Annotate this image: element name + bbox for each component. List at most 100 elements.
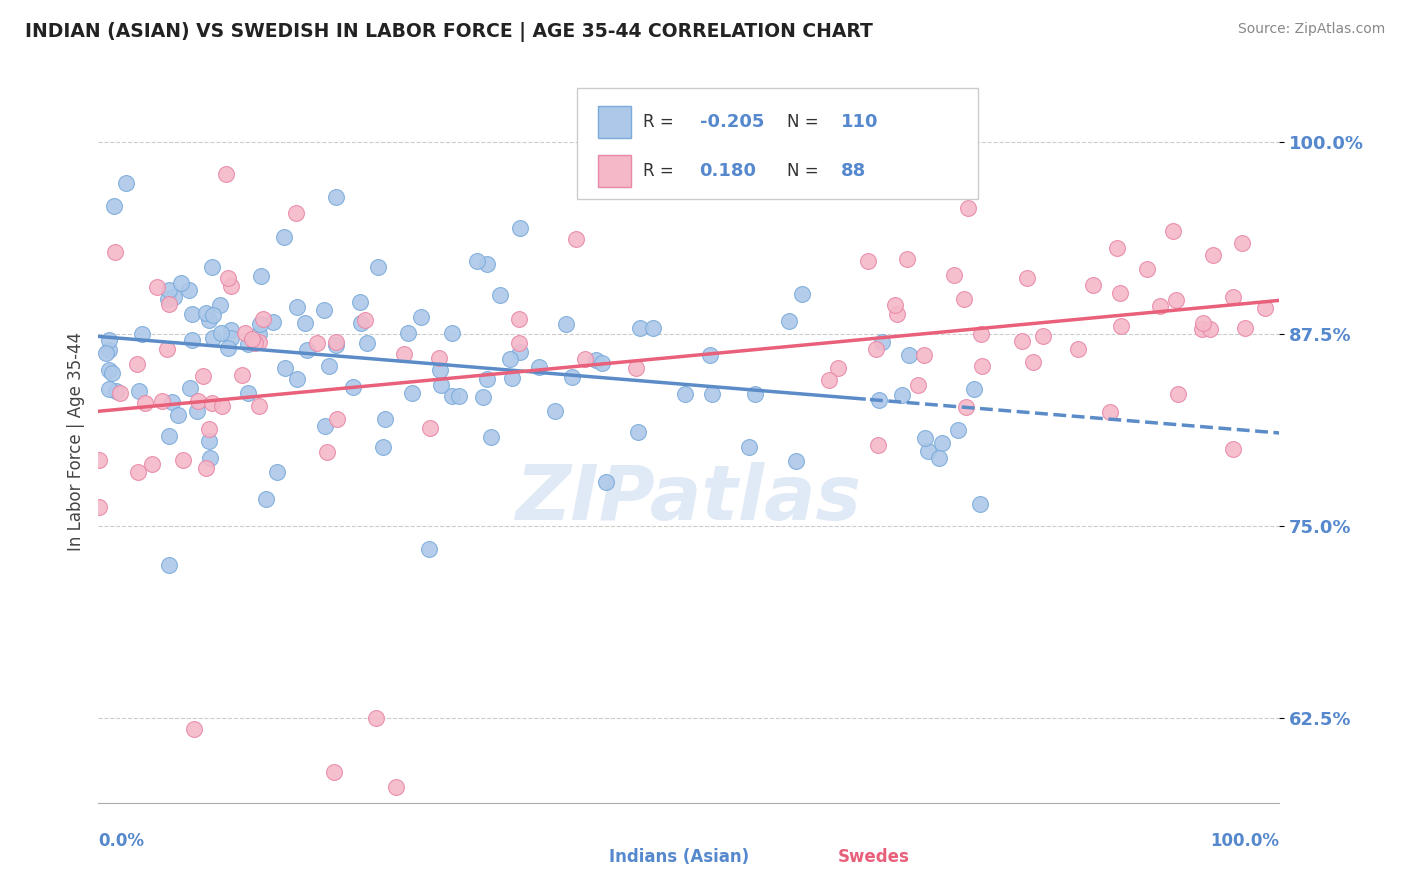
Point: [214, 167, 236, 181]
Point: [429, 363, 451, 377]
Point: [97, 333, 120, 347]
Text: R =: R =: [643, 113, 679, 131]
Point: [156, 342, 179, 356]
Point: [465, 254, 488, 268]
Point: [956, 201, 979, 215]
Text: 0.0%: 0.0%: [98, 831, 145, 850]
Point: [449, 389, 471, 403]
Point: [585, 352, 607, 367]
Point: [247, 335, 270, 350]
Point: [574, 352, 596, 367]
Point: [673, 387, 696, 401]
Point: [145, 280, 167, 294]
Point: [1254, 301, 1277, 316]
Point: [104, 384, 127, 399]
Point: [472, 390, 495, 404]
Point: [440, 389, 463, 403]
Point: [394, 347, 416, 361]
Point: [231, 368, 253, 383]
Point: [125, 357, 148, 371]
Point: [219, 331, 242, 345]
Point: [273, 230, 295, 244]
Point: [738, 440, 761, 454]
Point: [318, 359, 340, 373]
Point: [198, 313, 221, 327]
Point: [170, 276, 193, 290]
Point: [97, 343, 120, 357]
Point: [1233, 321, 1256, 335]
Point: [1202, 248, 1225, 262]
Point: [287, 300, 309, 314]
Text: R =: R =: [643, 161, 679, 180]
Text: N =: N =: [787, 161, 824, 180]
Point: [870, 334, 893, 349]
Point: [1199, 322, 1222, 336]
Point: [508, 311, 530, 326]
Point: [96, 346, 118, 360]
Point: [868, 393, 890, 408]
Point: [475, 257, 498, 271]
Point: [141, 458, 163, 472]
Point: [418, 542, 440, 557]
Point: [240, 332, 263, 346]
Text: Indians (Asian): Indians (Asian): [609, 848, 749, 866]
Point: [508, 336, 530, 351]
Point: [371, 440, 394, 454]
Point: [953, 292, 976, 306]
Point: [970, 327, 993, 342]
Point: [595, 475, 617, 489]
Point: [970, 359, 993, 373]
Text: N =: N =: [787, 113, 824, 131]
Point: [314, 418, 336, 433]
Point: [157, 429, 180, 443]
Point: [157, 283, 180, 297]
Point: [98, 382, 121, 396]
Point: [179, 381, 201, 395]
Point: [963, 382, 986, 396]
Point: [186, 404, 208, 418]
Point: [108, 385, 131, 400]
Point: [211, 399, 233, 413]
Point: [942, 268, 965, 282]
Bar: [565, 846, 598, 873]
Point: [134, 396, 156, 410]
Point: [157, 297, 180, 311]
Point: [508, 345, 530, 359]
Point: [266, 466, 288, 480]
Bar: [598, 155, 631, 186]
Point: [305, 335, 328, 350]
Bar: [598, 106, 631, 138]
Point: [591, 356, 613, 370]
Point: [1108, 286, 1130, 301]
Point: [931, 435, 953, 450]
Point: [316, 445, 339, 459]
Point: [177, 283, 200, 297]
Point: [785, 454, 807, 468]
Point: [98, 363, 121, 377]
Point: [374, 411, 396, 425]
Point: [217, 270, 239, 285]
Point: [87, 500, 110, 515]
Point: [349, 295, 371, 310]
Point: [475, 372, 498, 386]
Point: [699, 348, 721, 362]
Point: [367, 260, 389, 274]
Point: [350, 316, 373, 330]
Point: [198, 434, 221, 448]
Point: [262, 315, 284, 329]
Point: [441, 326, 464, 340]
Point: [897, 348, 920, 362]
Point: [208, 298, 231, 312]
Point: [744, 387, 766, 401]
Point: [499, 351, 522, 366]
Point: [883, 297, 905, 311]
Point: [856, 253, 879, 268]
Point: [128, 384, 150, 398]
Bar: [796, 846, 828, 873]
Point: [917, 444, 939, 458]
Point: [243, 335, 266, 350]
Point: [1083, 278, 1105, 293]
Point: [641, 321, 664, 335]
Text: -0.205: -0.205: [700, 113, 763, 131]
Point: [700, 387, 723, 401]
